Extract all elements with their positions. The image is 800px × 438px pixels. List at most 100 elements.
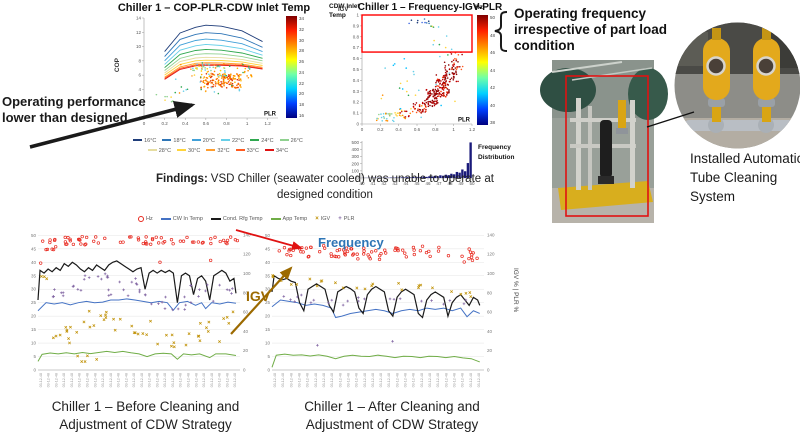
svg-text:0.4: 0.4 [353,78,360,83]
svg-text:PLR: PLR [264,112,277,118]
legend-item: App Temp [270,216,307,222]
chart1-colorbar-ticks: 34 32 30 28 26 24 22 20 18 16 [299,16,304,118]
legend-item: Cond. Rfg Temp [210,216,263,222]
svg-text:03-12-48: 03-12-48 [355,373,359,387]
svg-text:14: 14 [136,16,142,21]
svg-text:03-12-48: 03-12-48 [148,373,152,387]
legend-item: × IGV [315,216,330,222]
svg-text:400: 400 [351,147,359,152]
legend-row: 28°C 30°C 32°C 33°C 34°C [95,147,335,157]
svg-text:46: 46 [425,181,431,186]
svg-text:03-12-48: 03-12-48 [306,373,310,387]
legend-item: CW In Temp [160,216,203,222]
svg-text:60: 60 [243,310,249,315]
legend-label: Cond. Rfg Temp [222,216,263,222]
svg-text:0.3: 0.3 [353,89,360,94]
svg-text:03-12-48: 03-12-48 [412,373,416,387]
colorbar-tick: 16 [299,112,305,118]
findings-label: Findings: [156,173,208,185]
svg-text:500: 500 [351,140,359,145]
svg-text:0: 0 [243,368,246,373]
svg-text:40: 40 [359,181,365,186]
svg-text:40: 40 [31,260,37,265]
findings-text: Findings: VSD Chiller (seawater cooled) w… [150,172,500,203]
legend-label: 26°C [290,138,303,144]
svg-text:03-12-48: 03-12-48 [171,373,175,387]
svg-text:20: 20 [265,314,271,319]
svg-text:03-12-48: 03-12-48 [436,373,440,387]
legend-swatch [177,149,187,151]
after-cleaning-chart: 0510152025303540455002040608010012014003… [265,232,495,387]
svg-text:03-12-48: 03-12-48 [109,373,113,387]
svg-text:10: 10 [31,341,37,346]
svg-text:0: 0 [487,368,490,373]
chart2-y-axis-label: IGV [338,7,349,13]
findings-line2: designed condition [277,188,373,201]
svg-text:PLR: PLR [458,118,471,124]
svg-text:03-12-48: 03-12-48 [124,373,128,387]
svg-text:03-12-48: 03-12-48 [101,373,105,387]
svg-text:03-12-48: 03-12-48 [117,373,121,387]
legend-marker [270,218,281,220]
svg-text:6: 6 [138,73,141,78]
svg-text:03-12-48: 03-12-48 [39,373,43,387]
legend-swatch [133,139,143,141]
chart1-colorbar: 34 32 30 28 26 24 22 20 18 16 [286,16,304,118]
svg-text:20: 20 [487,348,493,353]
igv-callout: IGV [246,288,271,304]
svg-text:80: 80 [487,290,493,295]
svg-text:03-12-48: 03-12-48 [202,373,206,387]
svg-text:0.2: 0.2 [377,127,384,132]
chart1-y-axis-label: COP [114,58,121,73]
svg-text:60: 60 [487,310,493,315]
colorbar-tick: 30 [299,37,305,43]
legend-label: 28°C [158,147,172,154]
svg-text:0.6: 0.6 [203,121,210,126]
colorbar-tick: 50 [490,15,496,20]
svg-text:03-12-48: 03-12-48 [179,373,183,387]
legend-label: 22°C [232,138,245,144]
svg-text:140: 140 [487,232,495,237]
svg-text:40: 40 [487,329,493,334]
svg-text:03-12-48: 03-12-48 [70,373,74,387]
svg-text:30: 30 [31,287,37,292]
svg-text:15: 15 [31,327,37,332]
colorbar-tick: 40 [490,102,496,108]
svg-text:03-12-48: 03-12-48 [225,373,229,387]
svg-text:10: 10 [136,44,142,49]
svg-text:0.5: 0.5 [353,67,360,72]
svg-text:03-12-48: 03-12-48 [140,373,144,387]
colorbar-tick: 20 [299,91,305,97]
colorbar-gradient [477,15,488,125]
svg-text:03-12-48: 03-12-48 [298,373,302,387]
legend-label: 30°C [188,147,201,154]
svg-text:03-12-48: 03-12-48 [54,373,58,387]
timeseries-legend: Hz CW In Temp Cond. Rfg Temp App Temp × IGV + P… [138,216,418,222]
svg-text:03-12-48: 03-12-48 [233,373,237,387]
colorbar-tick: 18 [299,102,305,108]
svg-text:03-12-48: 03-12-48 [78,373,82,387]
legend-label: 33°C [246,147,259,154]
before-cleaning-chart: 0510152025303540455002040608010012014003… [31,232,251,387]
svg-text:03-12-48: 03-12-48 [420,373,424,387]
svg-text:03-12-48: 03-12-48 [187,373,191,387]
legend-marker [210,218,221,220]
colorbar-tick: 34 [299,16,305,21]
legend-swatch [279,139,289,141]
svg-text:03-12-48: 03-12-48 [132,373,136,387]
svg-text:03-12-48: 03-12-48 [210,373,214,387]
left-annotation: Operating performance lower than designe… [2,94,146,126]
svg-text:44: 44 [403,181,409,186]
svg-text:03-12-48: 03-12-48 [62,373,66,387]
colorbar-tick: 44 [490,67,496,73]
svg-text:45: 45 [265,246,271,251]
svg-text:1: 1 [356,13,359,18]
svg-text:0: 0 [33,368,36,373]
svg-text:03-12-48: 03-12-48 [47,373,51,387]
svg-text:40: 40 [265,260,271,265]
svg-text:0.4: 0.4 [182,121,189,126]
svg-text:03-12-48: 03-12-48 [469,373,473,387]
histogram-label: Frequency Distribution [478,144,515,162]
legend-label: 24°C [261,138,274,144]
svg-text:100: 100 [487,271,495,276]
